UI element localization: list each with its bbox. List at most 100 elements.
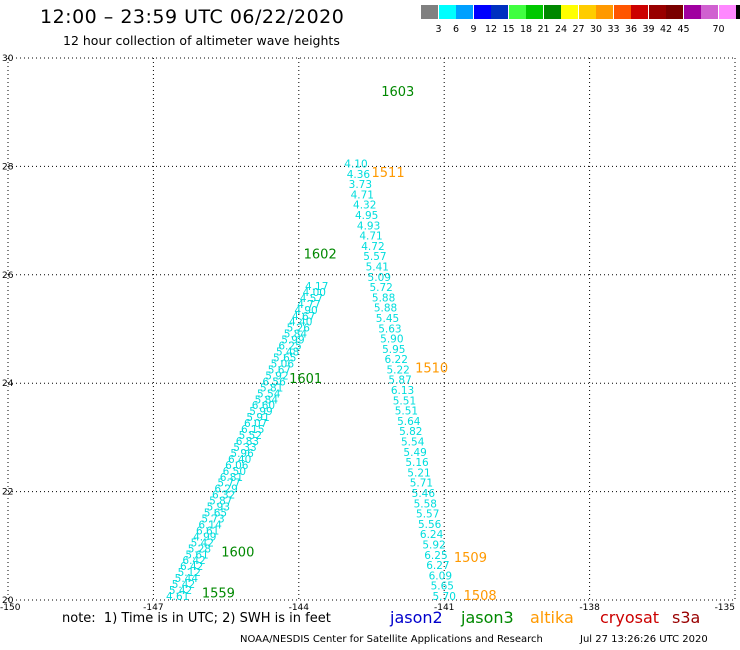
legend-swatch: [561, 5, 578, 19]
satellite-label-altika: altika: [530, 608, 574, 627]
wave-height-point: 5.99: [281, 335, 304, 347]
wave-height-point: 5.95: [382, 344, 405, 356]
legend-label: 6: [452, 24, 460, 35]
wave-height-point: 6.56: [262, 376, 286, 388]
wave-height-point: 5.87: [388, 375, 411, 387]
wave-height-point: 5.84: [255, 394, 279, 406]
wave-height-point: 5.54: [401, 437, 425, 449]
y-tick-label: 28: [2, 162, 14, 172]
wave-height-point: 5.56: [418, 519, 442, 531]
satellite-label-jason3: jason3: [461, 608, 514, 627]
wave-height-point: 5.93: [207, 502, 230, 514]
legend-swatch: [438, 5, 456, 19]
legend-label: 27: [572, 24, 585, 35]
legend-swatch: [736, 5, 740, 19]
page-title: 12:00 – 23:59 UTC 06/22/2020: [40, 6, 345, 28]
wave-height-point: 6.50: [223, 466, 246, 478]
legend-swatch: [666, 5, 683, 19]
legend-label: 9: [470, 24, 477, 35]
wave-height-point: 4.00: [303, 287, 326, 299]
legend-label: 30: [589, 24, 603, 35]
wave-height-point: 5.99: [249, 406, 272, 418]
wave-height-point: 4.95: [355, 210, 378, 222]
wave-height-point: 6.81: [220, 472, 243, 484]
wave-height-point: 5.87: [209, 496, 232, 508]
wave-height-point: 5.77: [217, 478, 240, 490]
legend-label: 18: [519, 24, 533, 35]
wave-height-point: 4.93: [357, 220, 380, 232]
x-tick-label: -135: [715, 603, 735, 613]
pass-label: 1602: [304, 248, 337, 263]
wave-height-point: 4.61: [166, 591, 189, 603]
wave-height-point: 5.42: [169, 585, 192, 597]
wave-height-point: 4.57: [300, 293, 323, 305]
wave-height-point: 6.14: [198, 519, 222, 531]
wave-height-point: 6.61: [196, 525, 219, 537]
wave-height-point: 4.36: [347, 169, 371, 181]
wave-height-point: 4.40: [289, 317, 312, 329]
satellite-label-s3a: s3a: [672, 608, 701, 627]
wave-height-point: 5.88: [374, 303, 397, 315]
wave-height-point: 5.44: [175, 573, 199, 585]
legend-swatch: [683, 5, 701, 19]
satellite-label-jason2: jason2: [390, 608, 443, 627]
legend-label: 15: [502, 24, 515, 35]
wave-height-point: 5.52: [239, 430, 262, 442]
wave-height-point: 5.90: [380, 334, 403, 346]
legend-swatch: [718, 5, 736, 19]
y-tick-label: 24: [2, 379, 14, 389]
wave-height-point: 4.17: [305, 281, 328, 293]
legend-label: 36: [624, 24, 638, 35]
y-tick-label: 30: [2, 54, 14, 64]
legend-swatch: [578, 5, 596, 19]
wave-height-point: 6.25: [424, 550, 447, 562]
satellite-label-cryosat: cryosat: [600, 608, 660, 627]
x-tick-label: -150: [0, 603, 21, 613]
legend-label: 45: [677, 24, 690, 35]
wave-height-point: 6.83: [236, 436, 259, 448]
legend-label: 3: [435, 24, 442, 35]
wave-height-point: 5.12: [178, 567, 201, 579]
wave-height-point: 5.65: [204, 508, 227, 520]
legend-swatch: [596, 5, 613, 19]
wave-height-point: 6.60: [252, 400, 275, 412]
wave-height-point: 5.96: [230, 448, 254, 460]
legend-swatch: [473, 5, 491, 19]
legend-label: 33: [607, 24, 620, 35]
wave-height-point: 5.22: [386, 364, 409, 376]
wave-height-point: 4.99: [193, 531, 216, 543]
wave-height-point: 6.15: [241, 424, 264, 436]
legend-swatch: [648, 5, 666, 19]
wave-height-point: 4.10: [344, 158, 367, 170]
wave-height-point: 5.09: [368, 272, 391, 284]
y-tick-label: 26: [2, 271, 14, 281]
wave-height-point: 5.57: [416, 509, 439, 521]
wave-height-point: 6.09: [429, 570, 452, 582]
wave-height-point: 4.71: [359, 231, 382, 243]
legend-swatch: [491, 5, 508, 19]
wave-height-point: 5.61: [185, 549, 208, 561]
wave-height-point: 5.51: [395, 406, 418, 418]
wave-height-point: 4.90: [294, 305, 317, 317]
wave-height-point: 5.42: [172, 579, 195, 591]
wave-height-point: 5.65: [431, 581, 454, 593]
pass-label: 1511: [372, 166, 405, 181]
wave-height-point: 5.48: [276, 347, 299, 359]
wave-height-point: 5.54: [257, 388, 281, 400]
wave-height-point: 5.51: [393, 395, 416, 407]
wave-height-point: 5.73: [201, 513, 224, 525]
footer-note: note: 1) Time is in UTC; 2) SWH is in fe…: [62, 611, 331, 626]
pass-label: 1510: [415, 361, 448, 376]
wave-height-point: 5.91: [246, 412, 269, 424]
wave-height-point: 4.67: [292, 311, 315, 323]
wave-height-point: 4.72: [361, 241, 384, 253]
pass-label: 1508: [464, 589, 497, 604]
wave-height-point: 6.27: [426, 560, 449, 572]
wave-height-point: 5.26: [287, 323, 311, 335]
legend-label: 70: [712, 24, 725, 35]
y-tick-label: 20: [2, 596, 14, 606]
wave-height-point: 4.77: [297, 299, 320, 311]
pass-label: 1559: [202, 586, 235, 601]
wave-height-point: 5.82: [399, 426, 422, 438]
